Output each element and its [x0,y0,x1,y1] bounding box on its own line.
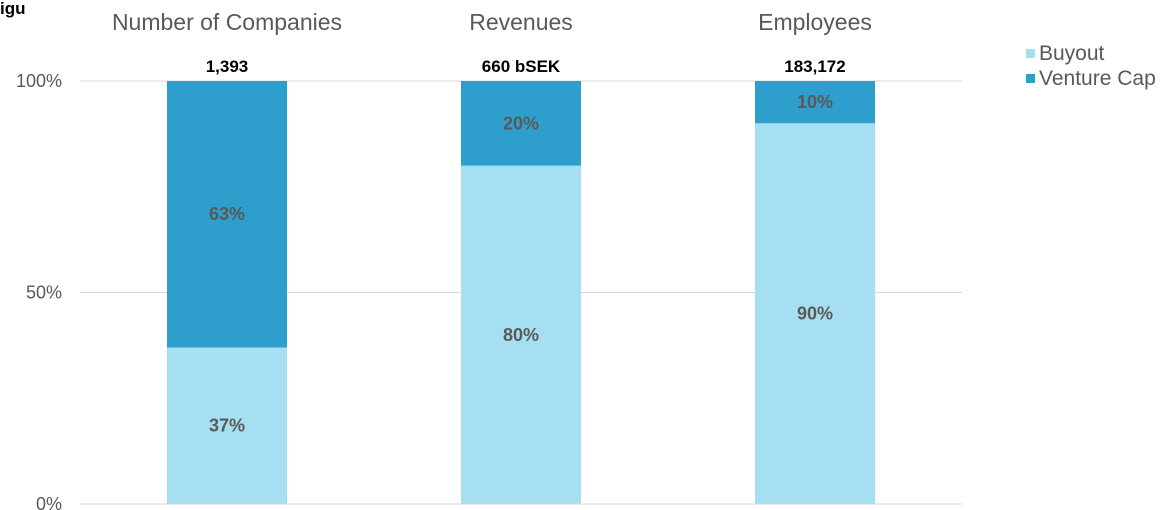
bar-segment-venture-cap [461,81,581,166]
data-label: 37% [209,416,245,436]
category-titles: 1,393 Number of Companies 660 bSEK Revenues… [112,9,872,76]
category-title: Employees [758,9,872,35]
data-label: 20% [503,113,539,133]
data-label: 10% [797,92,833,112]
bar-total-label: 1,393 [206,57,249,76]
bar-total-label: 183,172 [784,57,845,76]
legend-label: Venture Cap [1039,67,1156,90]
legend-label: Buyout [1039,42,1105,65]
data-label: 90% [797,304,833,324]
y-axis-ticks: 0% 50% 100% [16,71,62,510]
bar-segment-buyout [167,347,287,504]
figure-header-fragment: igu [0,0,26,18]
category-title: Number of Companies [112,9,342,35]
legend-swatch [1026,74,1035,83]
bar-total-label: 660 bSEK [482,57,561,76]
bar-segment-buyout [755,123,875,505]
bar-segment-venture-cap [755,81,875,124]
y-tick-label: 0% [36,494,62,510]
y-tick-label: 50% [26,283,62,303]
data-label: 80% [503,325,539,345]
legend-swatch [1026,49,1035,58]
y-tick-label: 100% [16,71,62,91]
bar-segment-venture-cap [167,81,287,348]
data-label: 63% [209,204,245,224]
bars: 37% 63% 80% 20% 90% 10% [167,81,875,505]
bar-segment-buyout [461,165,581,504]
category-title: Revenues [469,9,573,35]
